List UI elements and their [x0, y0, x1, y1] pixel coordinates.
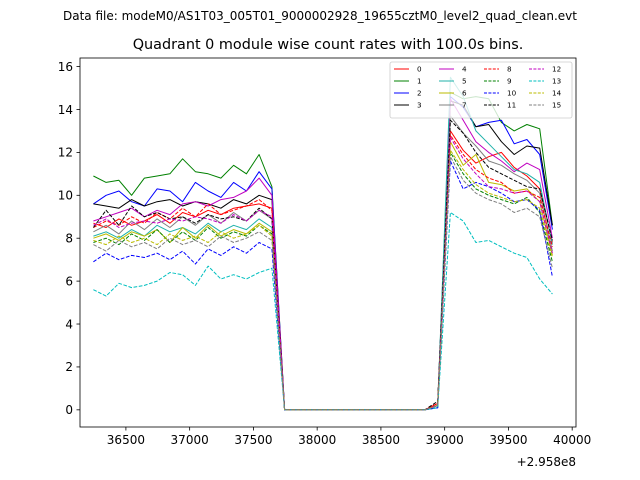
series-layer [92, 76, 553, 411]
series-line-4 [93, 98, 553, 411]
legend-label-11: 11 [507, 101, 516, 110]
legend-label-12: 12 [552, 65, 561, 74]
series-line-0 [93, 130, 553, 411]
series-line-14 [93, 149, 553, 411]
x-tick-label: 37000 [171, 433, 209, 447]
series-line-11 [92, 119, 553, 411]
legend-label-6: 6 [462, 89, 467, 98]
y-tick-label: 16 [58, 60, 73, 74]
legend-label-0: 0 [417, 65, 422, 74]
x-tick-label: 39000 [426, 433, 464, 447]
y-tick-label: 2 [65, 360, 73, 374]
y-tick-label: 0 [65, 403, 73, 417]
series-line-10 [93, 160, 553, 411]
legend-label-2: 2 [417, 89, 422, 98]
x-offset-label: +2.958e8 [517, 455, 576, 469]
x-tick-label: 36500 [107, 433, 145, 447]
series-line-8 [93, 134, 553, 411]
x-axis-ticks: 36500 37000 37500 38000 38500 39000 39500 40000 [107, 427, 591, 447]
x-tick-label: 38500 [362, 433, 400, 447]
y-axis-ticks: 0 2 4 6 8 10 12 14 16 [58, 60, 80, 417]
legend-label-10: 10 [507, 89, 517, 98]
legend-label-13: 13 [552, 77, 561, 86]
y-tick-label: 14 [58, 103, 73, 117]
y-tick-label: 6 [65, 274, 73, 288]
y-tick-label: 10 [58, 189, 73, 203]
series-line-5 [93, 76, 553, 411]
legend-box [389, 61, 573, 119]
x-tick-label: 38000 [298, 433, 336, 447]
legend-label-4: 4 [462, 65, 467, 74]
legend-label-7: 7 [462, 101, 467, 110]
series-line-15 [93, 156, 553, 411]
chart-title: Quadrant 0 module wise count rates with … [133, 37, 524, 53]
series-line-7 [93, 115, 553, 411]
chart-suptitle: Data file: modeM0/AS1T03_005T01_90000029… [63, 9, 577, 23]
axes-frame [79, 57, 577, 428]
series-line-12 [93, 136, 553, 411]
legend-label-15: 15 [552, 101, 561, 110]
y-tick-label: 12 [58, 146, 73, 160]
series-line-2 [93, 96, 553, 411]
y-tick-label: 4 [65, 317, 73, 331]
legend-label-1: 1 [417, 77, 422, 86]
legend-label-14: 14 [552, 89, 562, 98]
series-line-1 [93, 91, 553, 411]
legend-label-8: 8 [507, 65, 512, 74]
x-tick-label: 37500 [234, 433, 272, 447]
x-tick-label: 40000 [553, 433, 591, 447]
legend-label-3: 3 [417, 101, 422, 110]
legend-label-9: 9 [507, 77, 512, 86]
x-tick-label: 39500 [489, 433, 527, 447]
y-tick-label: 8 [65, 232, 73, 246]
series-line-9 [93, 151, 553, 411]
series-line-13 [93, 212, 553, 411]
legend-label-5: 5 [462, 77, 467, 86]
